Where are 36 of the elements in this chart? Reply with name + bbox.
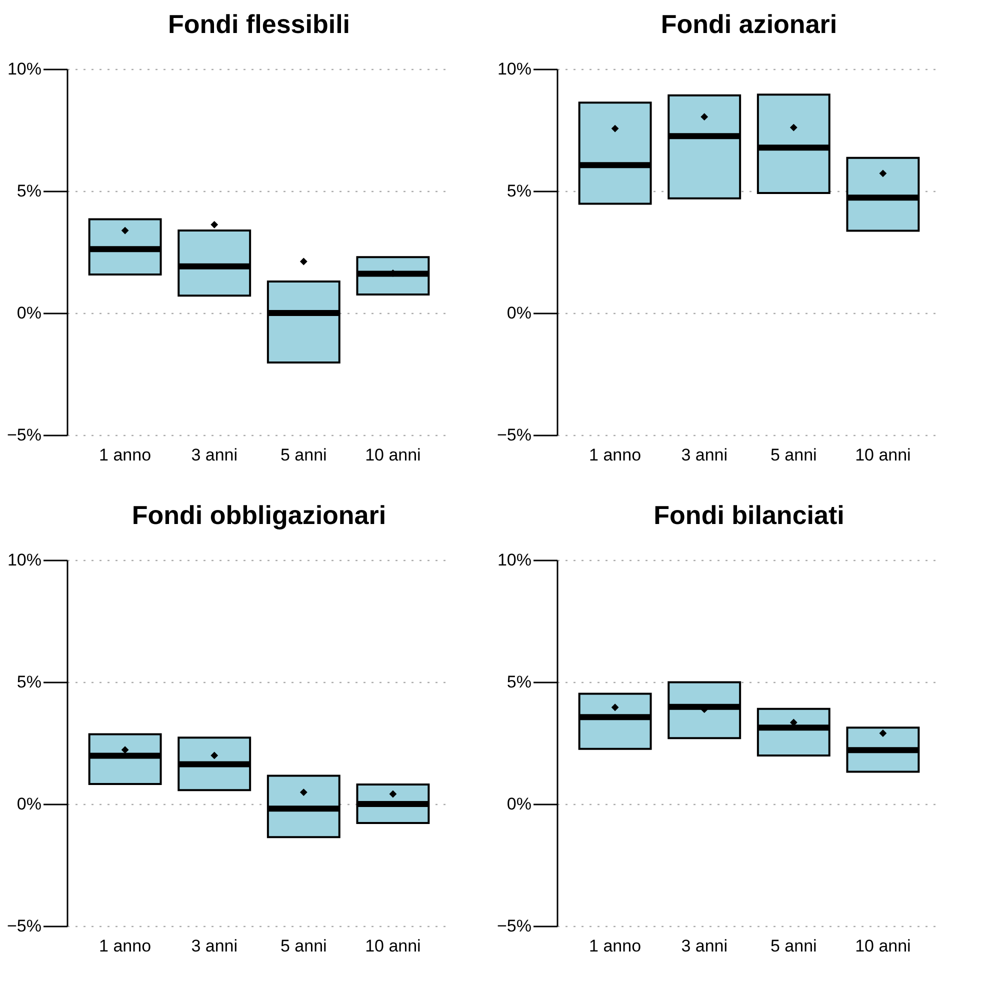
y-tick-label: 10% bbox=[497, 60, 532, 78]
x-tick-label: 5 anni bbox=[770, 936, 817, 956]
y-tick-label: 5% bbox=[506, 182, 532, 200]
x-tick-label: 10 anni bbox=[855, 936, 911, 956]
x-tick-label: 3 anni bbox=[191, 936, 238, 956]
x-tick-label: 1 anno bbox=[99, 936, 152, 956]
x-tick-label: 10 anni bbox=[365, 446, 421, 464]
y-tick-label: −5% bbox=[7, 426, 42, 444]
y-tick-label: 0% bbox=[506, 794, 532, 814]
chart-title: Fondi bilanciati bbox=[654, 500, 844, 530]
chart-title: Fondi obbligazionari bbox=[132, 500, 386, 530]
y-tick-label: 10% bbox=[7, 60, 42, 78]
x-tick-label: 1 anno bbox=[99, 446, 152, 464]
y-tick-label: 0% bbox=[16, 794, 42, 814]
y-tick-label: −5% bbox=[497, 916, 532, 936]
y-tick-label: 10% bbox=[7, 550, 42, 570]
x-tick-label: 5 anni bbox=[280, 446, 327, 464]
y-tick-label: −5% bbox=[7, 916, 42, 936]
y-tick-label: 0% bbox=[16, 304, 42, 322]
y-tick-label: 10% bbox=[497, 550, 532, 570]
x-tick-label: 5 anni bbox=[770, 446, 817, 464]
y-tick-label: 5% bbox=[506, 672, 532, 692]
y-tick-label: 5% bbox=[16, 182, 42, 200]
y-tick-label: −5% bbox=[497, 426, 532, 444]
x-tick-label: 1 anno bbox=[589, 936, 642, 956]
x-tick-label: 5 anni bbox=[280, 936, 327, 956]
x-tick-label: 3 anni bbox=[191, 446, 238, 464]
x-tick-label: 10 anni bbox=[365, 936, 421, 956]
chart-title: Fondi flessibili bbox=[168, 9, 350, 39]
x-tick-label: 3 anni bbox=[681, 446, 728, 464]
y-tick-label: 5% bbox=[16, 672, 42, 692]
x-tick-label: 1 anno bbox=[589, 446, 642, 464]
y-tick-label: 0% bbox=[506, 304, 532, 322]
x-tick-label: 10 anni bbox=[855, 446, 911, 464]
x-tick-label: 3 anni bbox=[681, 936, 728, 956]
chart-title: Fondi azionari bbox=[660, 9, 838, 39]
